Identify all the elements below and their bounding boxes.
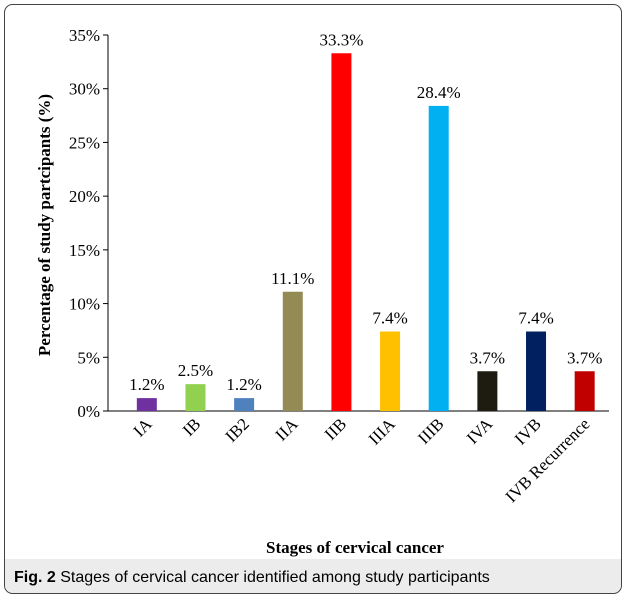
bar	[136, 398, 157, 411]
bar	[526, 331, 547, 411]
caption: Fig. 2 Stages of cervical cancer identif…	[14, 569, 490, 586]
bar	[428, 105, 449, 411]
y-tick-label: 0%	[77, 402, 100, 421]
y-tick-label: 20%	[69, 187, 100, 206]
y-tick-label: 15%	[69, 241, 100, 260]
bar	[234, 398, 255, 411]
bar	[574, 371, 595, 411]
value-label: 3.7%	[470, 348, 505, 367]
value-label: 2.5%	[178, 361, 213, 380]
y-tick-label: 35%	[69, 26, 100, 45]
value-label: 33.3%	[319, 30, 363, 49]
caption-box	[5, 559, 621, 593]
y-tick-label: 25%	[69, 133, 100, 152]
x-axis-title: Stages of cervical cancer	[266, 538, 444, 557]
caption-text: Stages of cervical cancer identified amo…	[60, 569, 490, 586]
bar	[477, 371, 498, 411]
value-label: 28.4%	[417, 83, 461, 102]
value-label: 3.7%	[567, 348, 602, 367]
value-label: 11.1%	[271, 269, 314, 288]
y-tick-label: 5%	[77, 348, 100, 367]
y-axis-title: Percentage of study partcipants (%)	[35, 94, 54, 356]
bar	[282, 291, 303, 411]
bar	[380, 331, 401, 411]
value-label: 7.4%	[518, 309, 553, 328]
bar	[331, 53, 352, 412]
y-tick-label: 10%	[69, 295, 100, 314]
value-label: 7.4%	[372, 309, 407, 328]
value-label: 1.2%	[129, 375, 164, 394]
y-tick-label: 30%	[69, 80, 100, 99]
caption-label: Fig. 2	[14, 569, 56, 586]
bar	[185, 384, 206, 411]
value-label: 1.2%	[226, 375, 261, 394]
frame	[4, 4, 622, 594]
